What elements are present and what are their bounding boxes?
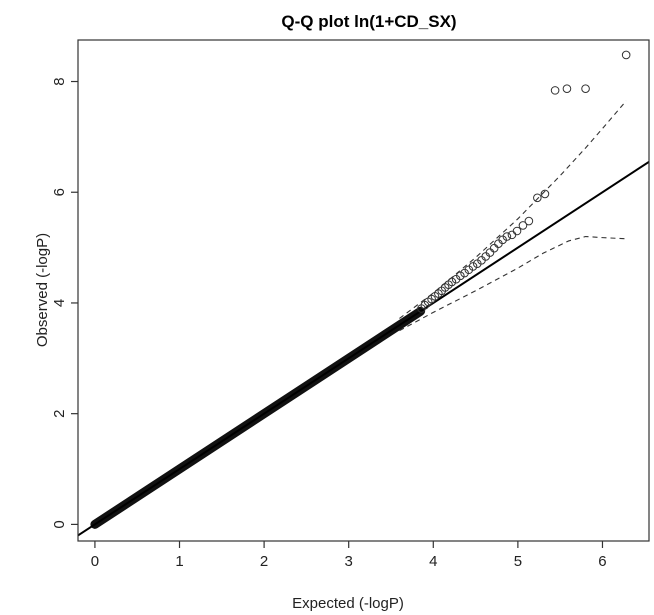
data-point <box>540 189 550 199</box>
y-tick-label: 2 <box>51 410 68 418</box>
y-tick-label: 4 <box>51 299 68 307</box>
ci-lower-line <box>399 235 627 332</box>
y-axis-label: Observed (-logP) <box>34 233 51 347</box>
x-tick-label: 6 <box>598 553 606 570</box>
data-point <box>621 50 631 60</box>
y-tick-label: 0 <box>51 520 68 528</box>
plot-frame <box>77 39 650 542</box>
y-tick-label: 6 <box>51 188 68 196</box>
data-point <box>562 84 572 94</box>
x-tick-label: 4 <box>429 553 437 570</box>
chart-title: Q-Q plot ln(1+CD_SX) <box>281 12 456 31</box>
data-point <box>456 271 465 281</box>
data-point <box>550 86 560 95</box>
data-point <box>581 84 590 94</box>
data-point <box>507 230 517 240</box>
x-tick-label: 2 <box>260 553 268 570</box>
x-tick-label: 1 <box>175 553 183 570</box>
data-point <box>502 232 512 241</box>
data-point <box>524 216 534 226</box>
data-point <box>468 262 478 271</box>
y-tick-label: 8 <box>51 77 68 85</box>
data-point <box>512 226 522 236</box>
data-point <box>533 193 542 203</box>
x-tick-label: 0 <box>91 553 99 570</box>
data-point <box>447 277 457 287</box>
x-tick-label: 3 <box>345 553 353 570</box>
reference-line <box>78 160 649 537</box>
data-point <box>489 243 499 253</box>
x-tick-label: 5 <box>514 553 522 570</box>
x-axis-label: Expected (-logP) <box>292 595 404 612</box>
ci-upper-line <box>399 100 627 319</box>
data-point <box>518 221 528 230</box>
